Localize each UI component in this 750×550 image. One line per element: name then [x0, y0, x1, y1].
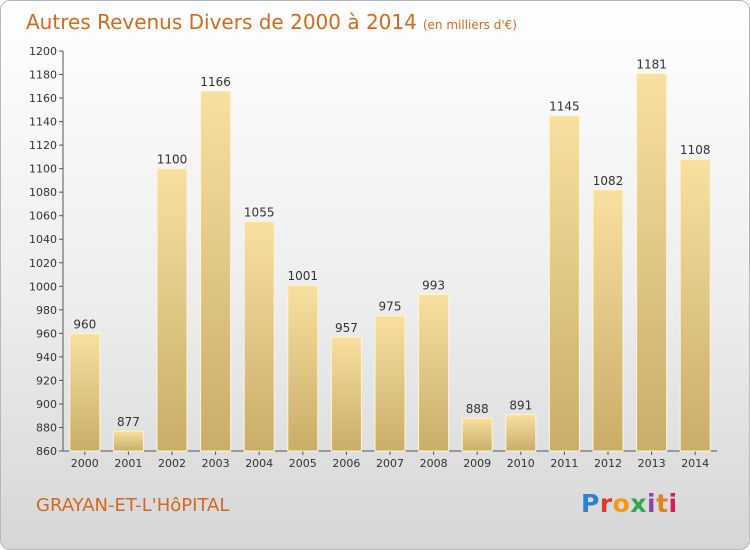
- x-tick-label: 2005: [289, 457, 317, 470]
- y-tick-label: 1020: [29, 257, 57, 270]
- data-label: 1055: [244, 206, 275, 220]
- y-tick-label: 940: [36, 351, 57, 364]
- bar-2006: [330, 336, 362, 452]
- x-tick-label: 2004: [245, 457, 273, 470]
- x-tick-label: 2006: [332, 457, 360, 470]
- data-label: 1001: [288, 269, 319, 283]
- data-label: 1181: [636, 57, 667, 71]
- y-tick-label: 1100: [29, 163, 57, 176]
- data-label: 960: [73, 317, 96, 331]
- data-label: 975: [379, 300, 402, 314]
- data-label: 993: [422, 279, 445, 293]
- bar-2009: [461, 417, 493, 452]
- bar-2003: [200, 90, 232, 452]
- logo-letter: r: [599, 489, 613, 518]
- y-tick-label: 1140: [29, 116, 57, 129]
- x-tick-label: 2001: [114, 457, 142, 470]
- bar-2002: [156, 168, 188, 452]
- y-tick-label: 880: [36, 421, 57, 434]
- x-tick-label: 2013: [638, 457, 666, 470]
- x-tick-label: 2014: [681, 457, 709, 470]
- logo-letter: o: [612, 489, 631, 518]
- data-label: 1100: [157, 153, 188, 167]
- y-tick-label: 860: [36, 445, 57, 458]
- data-label: 1166: [200, 75, 231, 89]
- logo-letter: i: [647, 489, 657, 518]
- axes: 860 880 900 920 940 960 980 1000 1020 1040 1060 108…: [29, 45, 717, 470]
- data-label: 1145: [549, 100, 580, 114]
- data-label: 888: [466, 402, 489, 416]
- bar-2000: [69, 332, 101, 452]
- x-tick-label: 2008: [420, 457, 448, 470]
- chart-title: Autres Revenus Divers de 2000 à 2014 (en …: [26, 10, 517, 34]
- y-tick-label: 900: [36, 398, 57, 411]
- bar-2007: [374, 315, 406, 452]
- y-tick-label: 1180: [29, 69, 57, 82]
- data-label: 1108: [680, 143, 711, 157]
- bar-2010: [505, 414, 537, 452]
- data-labels: 960 877 1100 1166 1055 1001 957 975 993 888 891 114…: [73, 57, 710, 429]
- x-tick-label: 2002: [158, 457, 186, 470]
- data-label: 957: [335, 321, 358, 335]
- x-tick-label: 2003: [202, 457, 230, 470]
- x-tick-label: 2010: [507, 457, 535, 470]
- x-tick-label: 2011: [550, 457, 578, 470]
- data-label: 891: [509, 399, 532, 413]
- bar-2008: [418, 294, 450, 452]
- chart-title-main: Autres Revenus Divers de 2000 à 2014: [26, 10, 417, 34]
- bars: [69, 72, 711, 452]
- logo-letter: i: [668, 489, 678, 518]
- y-tick-label: 1080: [29, 186, 57, 199]
- logo-letter: x: [630, 489, 647, 518]
- bar-2005: [287, 284, 319, 452]
- logo-letter: P: [581, 489, 600, 518]
- bar-2004: [243, 221, 275, 452]
- y-tick-label: 1120: [29, 139, 57, 152]
- place-name: GRAYAN-ET-L'HôPITAL: [36, 495, 230, 516]
- proxiti-logo[interactable]: Proxiti: [581, 489, 678, 518]
- y-tick-label: 1000: [29, 280, 57, 293]
- bar-2012: [592, 189, 624, 452]
- bar-2001: [112, 430, 144, 452]
- x-tick-label: 2000: [71, 457, 99, 470]
- x-tick-label: 2012: [594, 457, 622, 470]
- chart-subtitle: (en milliers d'€): [422, 18, 517, 32]
- y-tick-label: 980: [36, 304, 57, 317]
- y-tick-label: 960: [36, 327, 57, 340]
- y-tick-label: 1060: [29, 210, 57, 223]
- bar-2013: [636, 72, 668, 452]
- logo-letter: t: [656, 489, 669, 518]
- y-tick-label: 920: [36, 374, 57, 387]
- y-tick-label: 1160: [29, 92, 57, 105]
- data-label: 1082: [593, 174, 624, 188]
- y-tick-label: 1200: [29, 45, 57, 58]
- y-tick-label: 1040: [29, 233, 57, 246]
- x-tick-label: 2009: [463, 457, 491, 470]
- x-tick-label: 2007: [376, 457, 404, 470]
- bar-2014: [679, 158, 711, 452]
- bar-2011: [548, 115, 580, 452]
- data-label: 877: [117, 415, 140, 429]
